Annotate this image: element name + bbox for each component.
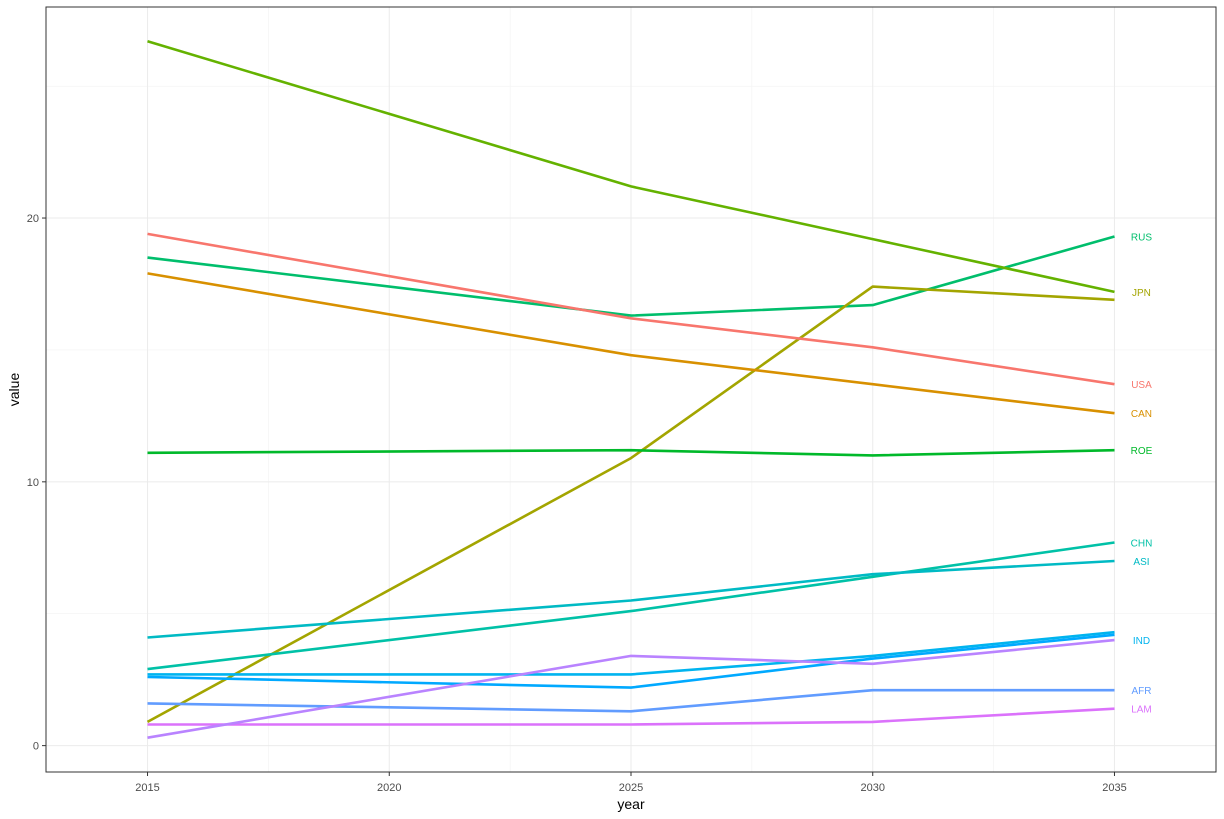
series-lines [146, 40, 1115, 739]
x-tick-label: 2025 [619, 782, 643, 794]
series-line [147, 638, 1115, 739]
x-tick-label: 2030 [860, 782, 884, 794]
series-line-jpn [146, 285, 1115, 724]
x-tick-label: 2015 [135, 782, 159, 794]
series-line-ind [147, 630, 1115, 676]
series-line [147, 40, 1115, 294]
series-label-chn: CHN [1131, 539, 1153, 550]
x-tick-label: 2020 [377, 782, 401, 794]
x-tick-label: 2035 [1102, 782, 1126, 794]
series-label-jpn: JPN [1132, 288, 1151, 299]
series-line-roe [147, 448, 1115, 457]
y-tick-label: 20 [27, 213, 39, 225]
series-line-asi [147, 559, 1115, 639]
series-label-can: CAN [1131, 409, 1152, 420]
major-gridlines [46, 7, 1216, 772]
y-axis-title: value [6, 373, 22, 407]
series-label-asi: ASI [1133, 557, 1149, 568]
series-label-lam: LAM [1131, 705, 1152, 716]
series-label-roe: ROE [1131, 446, 1153, 457]
series-labels: RUS JPN USA CAN ROE CHN ASI IND AFR LAM [1131, 233, 1153, 716]
series-label-usa: USA [1131, 380, 1152, 391]
series-line-rus [147, 235, 1115, 317]
series-line-afr [147, 688, 1115, 713]
series-line-usa [147, 232, 1115, 386]
series-label-afr: AFR [1131, 686, 1151, 697]
y-axis-ticks: 0 10 20 [27, 213, 46, 753]
x-axis-title: year [617, 796, 645, 812]
series-line-can [147, 272, 1115, 415]
y-tick-label: 10 [27, 477, 39, 489]
x-axis-ticks: 2015 2020 2025 2030 2035 [135, 772, 1127, 794]
y-tick-label: 0 [33, 741, 39, 753]
series-label-rus: RUS [1131, 233, 1152, 244]
series-line-lam [147, 707, 1115, 726]
series-line-chn [147, 541, 1115, 671]
series-label-ind: IND [1133, 636, 1150, 647]
series-line [147, 633, 1115, 689]
